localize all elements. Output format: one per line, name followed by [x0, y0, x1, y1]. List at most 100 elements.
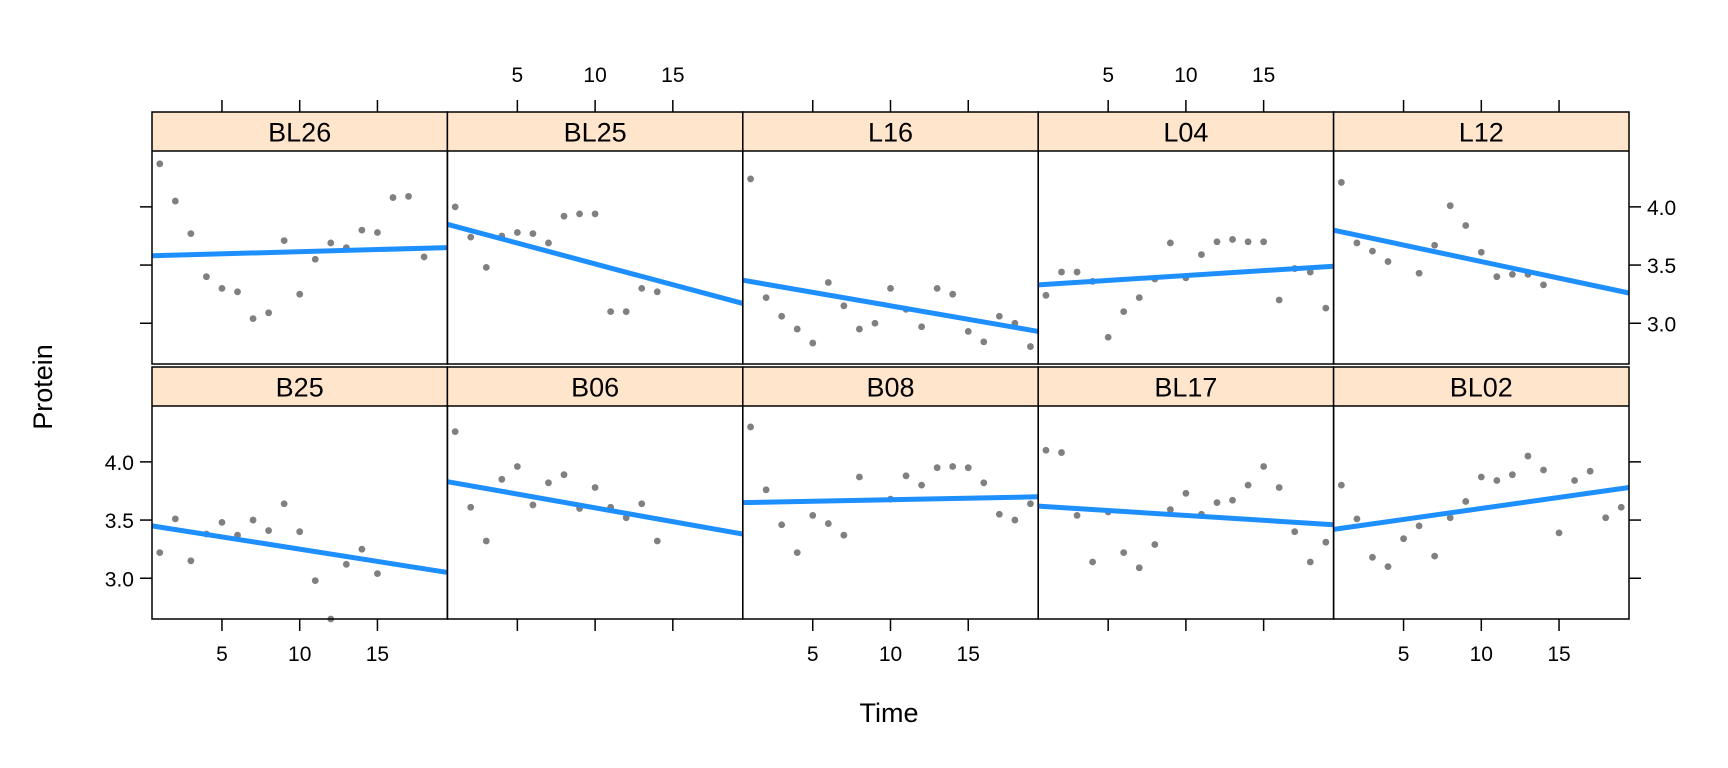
data-point — [856, 325, 863, 333]
strip-background — [1333, 367, 1629, 406]
panel-bl17: BL17 — [1037, 366, 1335, 620]
strip-label: BL26 — [268, 118, 331, 148]
data-point — [1400, 535, 1407, 543]
data-point — [638, 500, 646, 508]
x-tick-label-top: 10 — [583, 64, 606, 87]
panel-b25: B25 — [151, 366, 449, 623]
fit-line — [1038, 263, 1334, 288]
strip-label: BL02 — [1450, 373, 1513, 403]
data-point — [1275, 296, 1283, 304]
data-point — [545, 479, 552, 487]
data-point — [1462, 498, 1470, 505]
data-point — [1337, 179, 1345, 186]
strip-background — [447, 367, 743, 406]
x-tick-label-bottom: 5 — [807, 643, 819, 666]
y-tick-label-left: 3.5 — [105, 510, 134, 533]
data-point — [1431, 241, 1439, 249]
strip-label: BL17 — [1154, 373, 1217, 403]
strip-background — [152, 112, 448, 151]
data-point — [1120, 549, 1128, 557]
data-point — [1042, 446, 1050, 454]
x-tick-label-bottom: 10 — [1470, 643, 1493, 666]
data-point — [1415, 522, 1423, 530]
data-point — [1493, 273, 1501, 281]
x-tick-label-bottom: 15 — [957, 643, 980, 666]
data-point — [203, 273, 210, 281]
data-point — [591, 484, 599, 491]
data-point — [513, 229, 521, 236]
data-point — [482, 263, 490, 271]
panel-b08: B08 — [742, 366, 1039, 620]
data-point — [964, 328, 972, 335]
strip-label: B06 — [571, 373, 619, 403]
strip-label: BL25 — [564, 118, 627, 148]
strip-label: L16 — [868, 118, 913, 148]
data-point — [1462, 222, 1470, 229]
data-point — [249, 315, 257, 323]
strip-background — [447, 112, 743, 151]
data-point — [171, 197, 179, 205]
data-point — [762, 294, 770, 302]
data-point — [451, 203, 459, 211]
data-point — [1135, 564, 1143, 572]
data-point — [949, 463, 957, 470]
data-point — [156, 549, 164, 557]
data-point — [964, 464, 972, 472]
data-point — [342, 560, 350, 568]
data-point — [358, 545, 366, 553]
data-point — [1431, 552, 1439, 560]
panels-layer: BL26 BL25 L16 L04 L12 B25 B06 B08 BL17 BL02 — [151, 111, 1630, 623]
data-point — [902, 472, 910, 480]
data-point — [156, 160, 164, 168]
y-tick-label-right: 3.0 — [1647, 313, 1676, 336]
data-point — [265, 309, 273, 317]
fit-line — [151, 523, 448, 575]
data-point — [560, 471, 568, 479]
data-point — [980, 338, 988, 346]
data-point — [871, 319, 879, 327]
panel-bl26: BL26 — [151, 111, 449, 365]
panel-l16: L16 — [742, 111, 1039, 365]
panel-l04: L04 — [1037, 111, 1335, 365]
strip-background — [742, 367, 1039, 406]
data-point — [793, 325, 801, 333]
data-point — [545, 239, 552, 247]
data-point — [1244, 481, 1252, 489]
fit-line — [446, 221, 744, 306]
data-point — [995, 510, 1003, 518]
x-tick-label-bottom: 5 — [216, 643, 228, 666]
data-point — [778, 312, 786, 320]
data-point — [296, 290, 304, 298]
x-tick-label-top: 15 — [1252, 64, 1275, 87]
data-point — [1477, 473, 1485, 481]
data-point — [653, 288, 661, 296]
data-point — [887, 284, 894, 292]
data-point — [1524, 452, 1532, 460]
data-point — [1182, 489, 1190, 497]
data-point — [1229, 236, 1236, 243]
data-point — [1415, 269, 1423, 277]
data-point — [467, 503, 475, 511]
data-point — [218, 518, 226, 526]
data-point — [1322, 304, 1330, 312]
data-point — [327, 239, 335, 247]
data-point — [1104, 333, 1112, 341]
data-point — [498, 475, 506, 483]
data-point — [933, 464, 941, 472]
data-point — [1042, 291, 1050, 299]
data-point — [1602, 514, 1610, 522]
data-point — [1322, 538, 1330, 546]
data-point — [280, 500, 288, 508]
data-point — [793, 549, 801, 557]
x-tick-label-bottom: 15 — [1547, 643, 1570, 666]
y-tick-label-left: 3.0 — [105, 568, 134, 591]
data-point — [1446, 202, 1454, 210]
data-point — [280, 237, 288, 245]
data-point — [1011, 516, 1019, 524]
data-point — [1213, 499, 1221, 507]
data-point — [1555, 529, 1563, 537]
data-point — [1540, 281, 1547, 289]
data-point — [1027, 343, 1034, 350]
strip-label: B08 — [866, 373, 914, 403]
